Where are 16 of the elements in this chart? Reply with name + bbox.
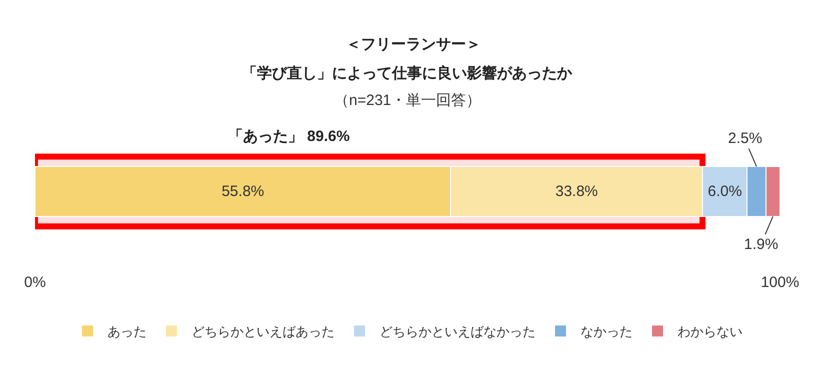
chart-subtitle: 「学び直し」によって仕事に良い影響があったか — [242, 64, 573, 82]
x-tick-label: 100% — [760, 274, 800, 291]
data-label: 1.9% — [744, 236, 778, 253]
x-tick-label: 0% — [24, 274, 46, 291]
text: （n=231・単一回答） — [334, 92, 482, 109]
data-label: 55.8% — [222, 183, 264, 200]
chart-title: ＜フリーランサー＞ — [346, 36, 481, 53]
legend-label: どちらかといえばなかった — [380, 324, 536, 340]
band-label: 「あった」 89.6% — [228, 128, 350, 145]
data-label: 2.5% — [728, 130, 762, 147]
legend-label: なかった — [580, 324, 632, 340]
data-label: 6.0% — [708, 183, 742, 200]
legend-label: あった — [108, 324, 146, 340]
legend-label: どちらかといえばあった — [192, 324, 334, 340]
data-label: 33.8% — [555, 183, 598, 200]
legend-label: わからない — [678, 324, 742, 340]
